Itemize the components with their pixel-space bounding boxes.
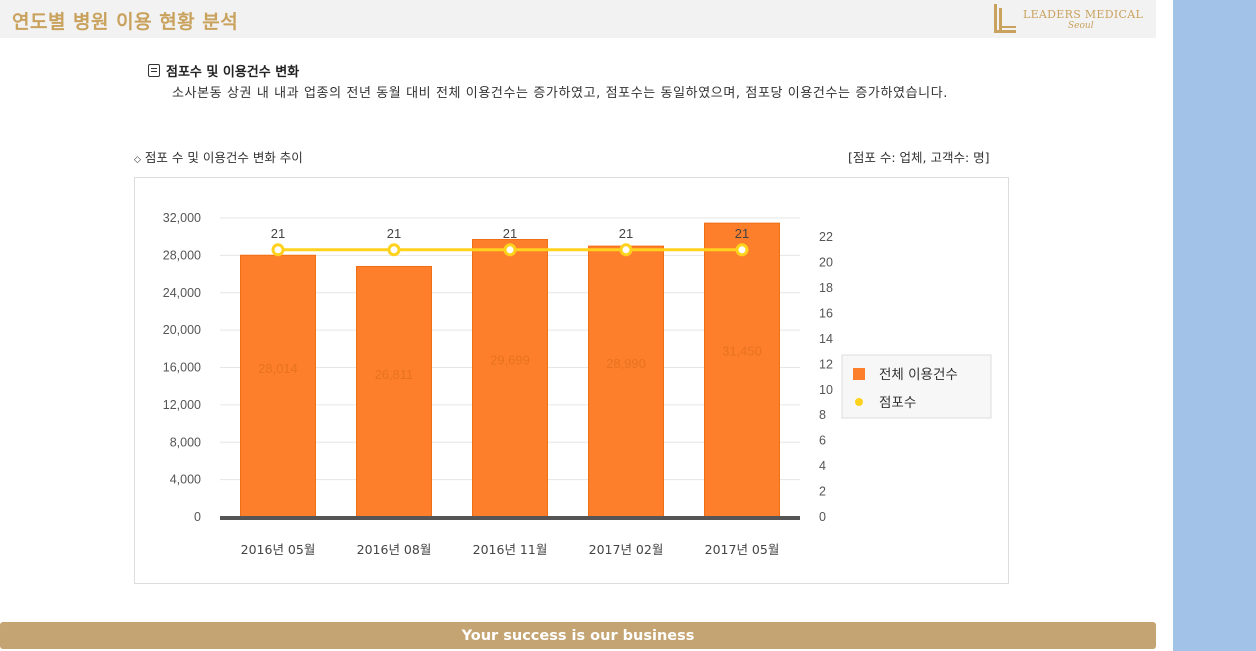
- right-axis-tick-label: 10: [819, 383, 833, 397]
- diamond-bullet-icon: ◇: [134, 155, 141, 165]
- legend-line-label: 점포수: [879, 395, 916, 411]
- logo-text: LEADERS MEDICAL: [1023, 8, 1144, 21]
- store-count-label: 21: [503, 226, 517, 241]
- right-axis-tick-label: 12: [819, 357, 833, 371]
- legend-bar-swatch: [853, 368, 865, 380]
- left-axis-tick-label: 24,000: [163, 286, 201, 300]
- left-axis-tick-label: 12,000: [163, 398, 201, 412]
- right-axis-tick-label: 2: [819, 485, 826, 499]
- bar: [356, 265, 432, 518]
- right-axis-tick-label: 14: [819, 332, 833, 346]
- unit-note: [점포 수: 업체, 고객수: 명]: [848, 150, 990, 165]
- right-axis-tick-label: 6: [819, 434, 826, 448]
- company-logo: LEADERS MEDICAL Seoul: [990, 2, 1150, 36]
- store-count-label: 21: [271, 226, 285, 241]
- section-heading: 점포수 및 이용건수 변화: [148, 61, 299, 80]
- bar: [472, 238, 548, 518]
- bar: [704, 222, 780, 518]
- x-axis-category-label: 2017년 02월: [589, 542, 664, 557]
- bar-value-label: 26,811: [375, 367, 414, 382]
- bar: [240, 254, 316, 518]
- store-count-point: [735, 243, 749, 257]
- left-axis-tick-label: 16,000: [163, 361, 201, 375]
- bar: [588, 245, 664, 518]
- document-icon: [148, 64, 160, 77]
- side-panel: [1173, 0, 1256, 651]
- right-axis-tick-label: 22: [819, 230, 833, 244]
- x-axis-category-label: 2016년 11월: [473, 542, 548, 557]
- x-axis-category-label: 2016년 05월: [241, 542, 316, 557]
- right-axis-tick-label: 16: [819, 306, 833, 320]
- section-heading-text: 점포수 및 이용건수 변화: [166, 65, 300, 80]
- left-axis-tick-label: 4,000: [170, 473, 201, 487]
- store-count-label: 21: [735, 226, 749, 241]
- store-count-label: 21: [387, 226, 401, 241]
- logo-subtext: Seoul: [1068, 21, 1094, 31]
- right-axis-tick-label: 18: [819, 281, 833, 295]
- x-axis-category-label: 2016년 08월: [357, 542, 432, 557]
- section-body-text: 소사본동 상권 내 내과 업종의 전년 동월 대비 전체 이용건수는 증가하였고…: [172, 86, 948, 101]
- chart-caption: ◇ 점포 수 및 이용건수 변화 추이: [134, 147, 303, 166]
- bar-value-label: 31,450: [722, 343, 762, 358]
- legend-line-swatch: [855, 398, 863, 406]
- store-count-point: [271, 243, 285, 257]
- chart-caption-text: 점포 수 및 이용건수 변화 추이: [144, 150, 303, 165]
- store-count-point: [619, 243, 633, 257]
- chart-container: 0 4,000 8,000 12,000 16,000 20,000 24,000 28,00…: [134, 177, 1009, 584]
- right-axis-tick-label: 8: [819, 408, 826, 422]
- right-axis-tick-label: 4: [819, 459, 826, 473]
- bar-value-label: 28,990: [606, 356, 646, 371]
- store-count-point: [503, 243, 517, 257]
- footer-tagline: Your success is our business: [461, 628, 695, 644]
- left-axis-tick-label: 0: [194, 510, 201, 524]
- left-axis-tick-label: 20,000: [163, 323, 201, 337]
- bar-value-label: 29,699: [490, 352, 530, 367]
- left-axis-tick-label: 28,000: [163, 248, 201, 262]
- store-count-point: [387, 243, 401, 257]
- legend-bar-label: 전체 이용건수: [879, 367, 958, 383]
- header-bar: 연도별 병원 이용 현황 분석 LEADERS MEDICAL Seoul: [0, 0, 1156, 38]
- bar-value-label: 28,014: [258, 361, 298, 376]
- footer-bar: Your success is our business: [0, 622, 1156, 649]
- right-axis-tick-label: 0: [819, 510, 826, 524]
- left-axis-tick-label: 32,000: [163, 211, 201, 225]
- x-axis-category-label: 2017년 05월: [705, 542, 780, 557]
- page-title: 연도별 병원 이용 현황 분석: [12, 11, 239, 33]
- store-count-label: 21: [619, 226, 633, 241]
- combo-chart: 0 4,000 8,000 12,000 16,000 20,000 24,000 28,00…: [163, 211, 992, 557]
- right-axis-tick-label: 20: [819, 256, 833, 270]
- logo-mark-icon: [994, 4, 1016, 33]
- legend-box: [841, 354, 992, 419]
- left-axis-tick-label: 8,000: [170, 435, 201, 449]
